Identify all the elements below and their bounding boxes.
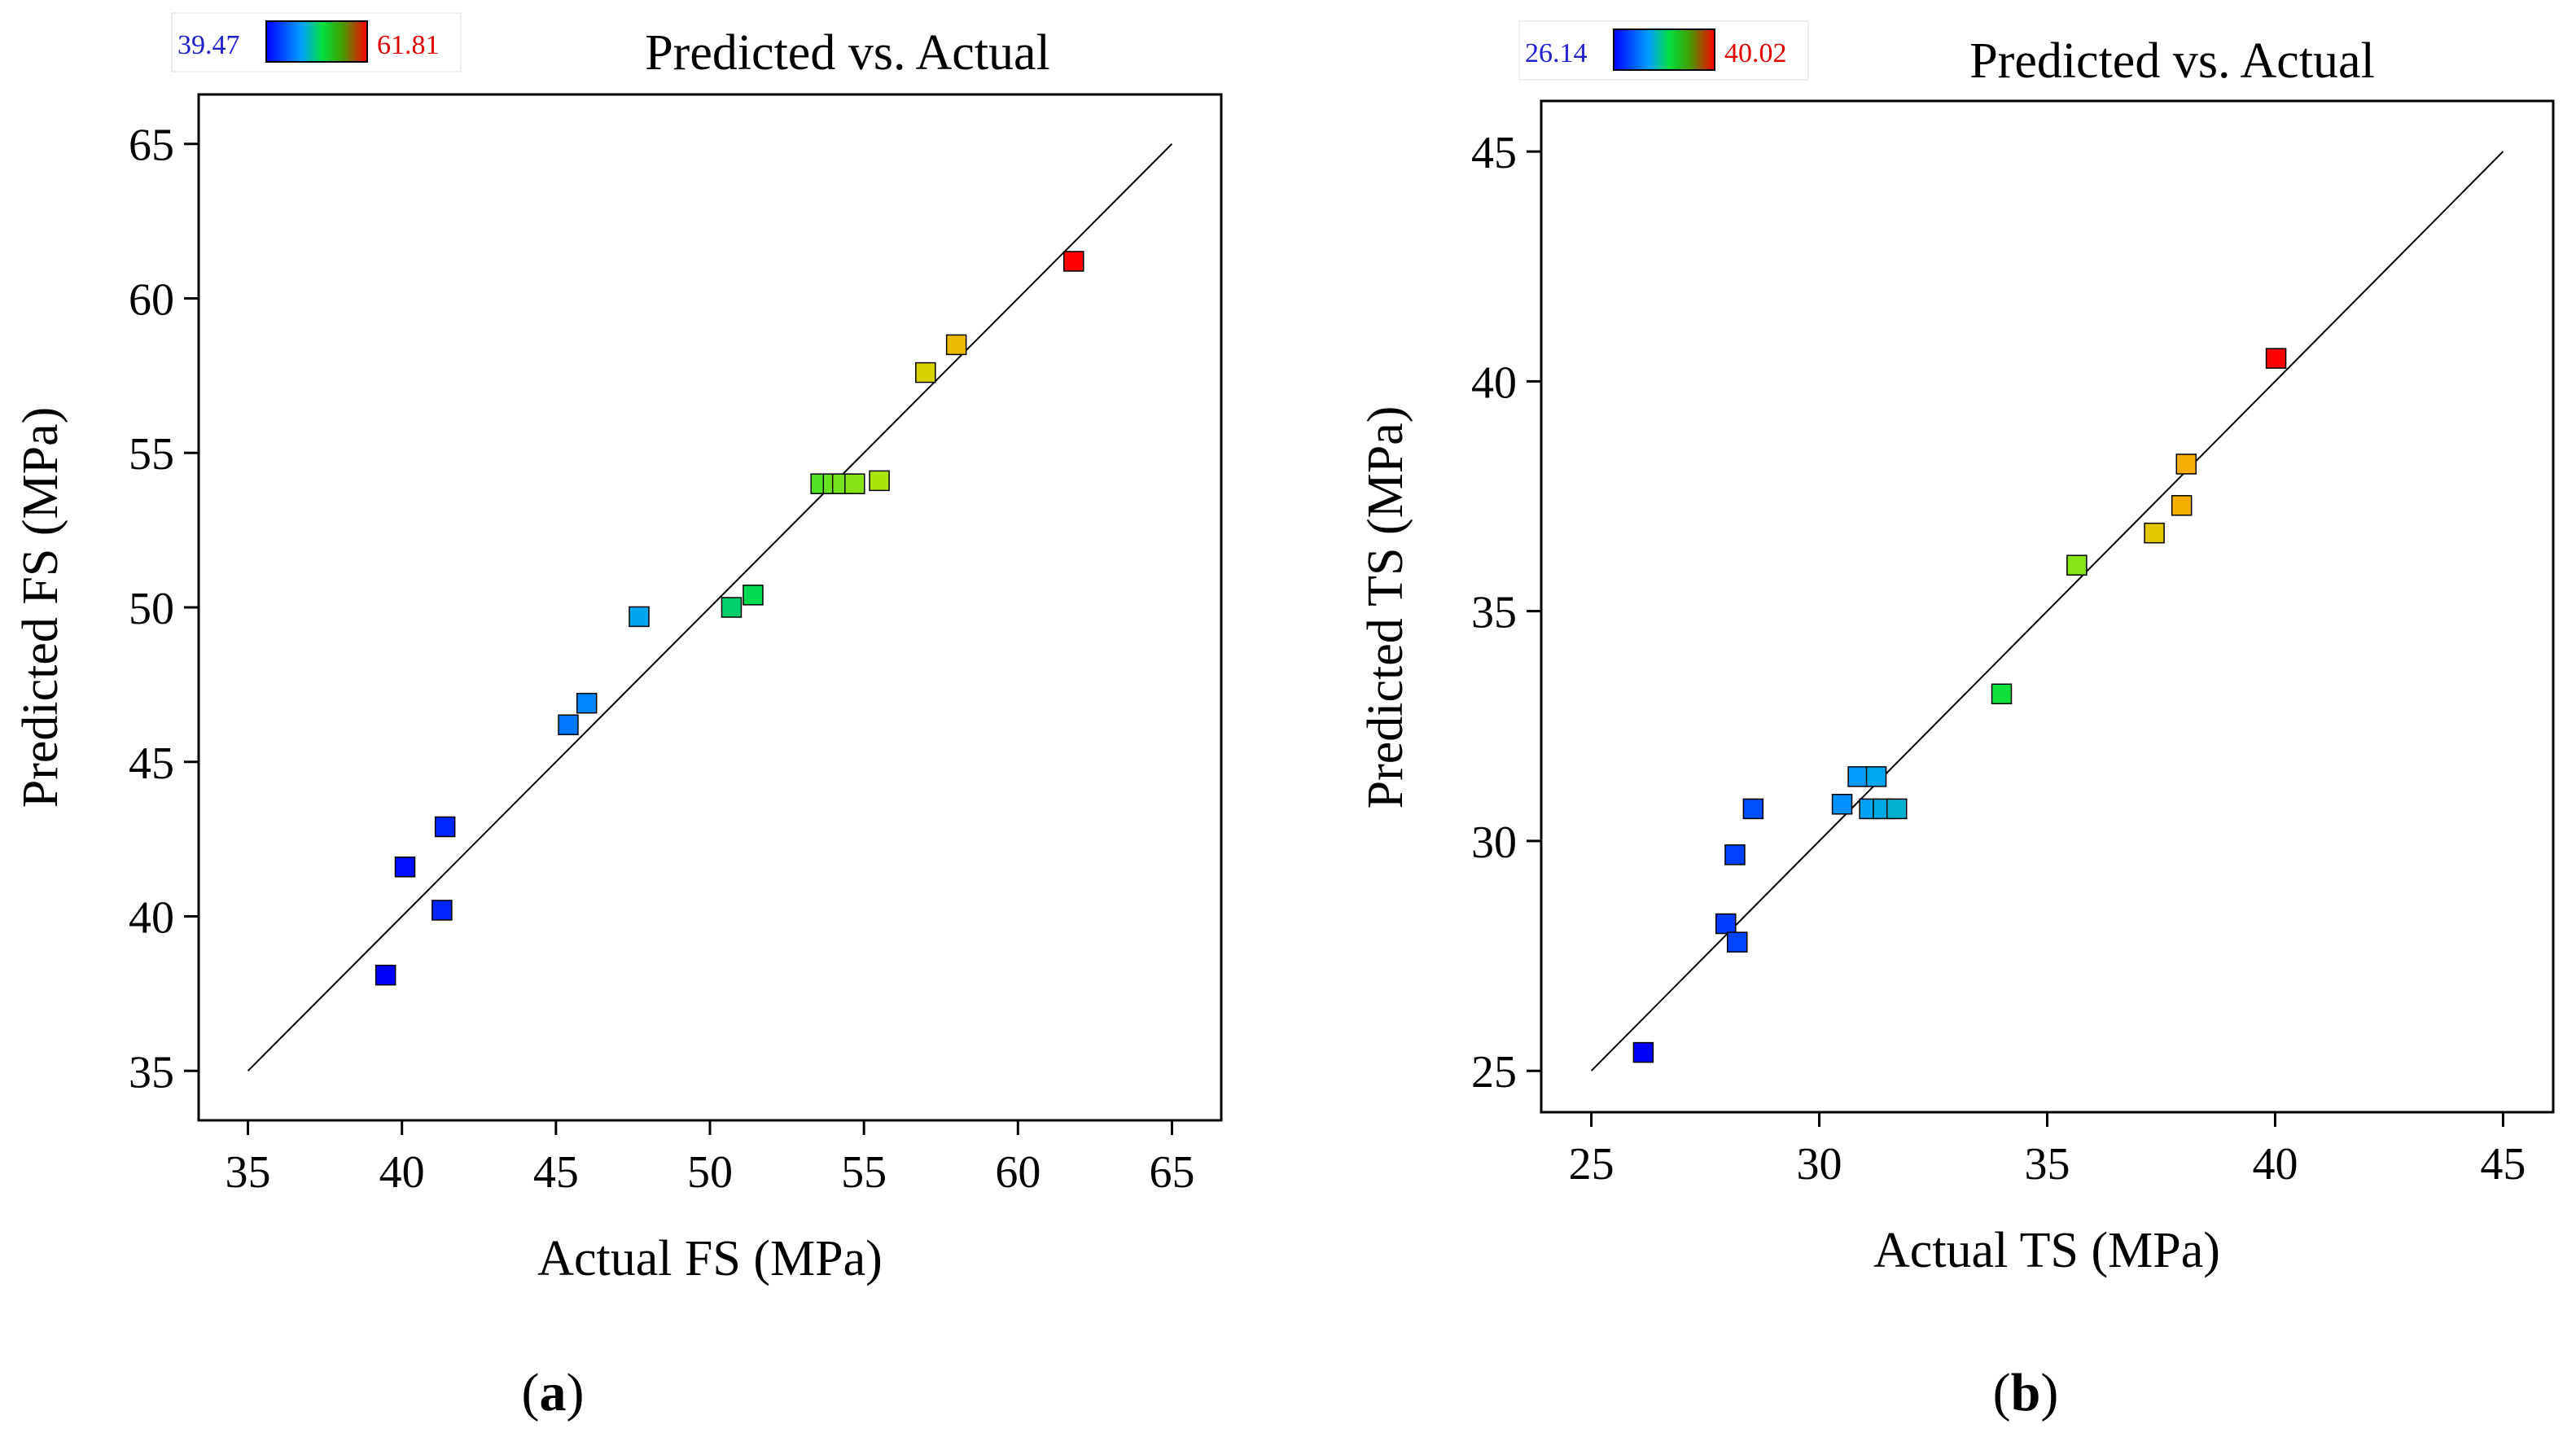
y-tick-label: 45: [1471, 128, 1517, 178]
data-point: [721, 597, 743, 618]
data-point: [1886, 798, 1908, 820]
y-tick-label: 25: [1471, 1047, 1517, 1098]
y-tick-label: 45: [129, 738, 174, 789]
x-tick-label: 35: [226, 1147, 271, 1198]
colorbar-min-label: 39.47: [177, 30, 240, 60]
data-points: [1632, 348, 2287, 1063]
y-tick-label: 35: [129, 1047, 174, 1098]
x-tick-label: 50: [687, 1147, 733, 1198]
x-tick-label: 25: [1569, 1139, 1614, 1190]
x-tick-label: 40: [379, 1147, 425, 1198]
data-point: [629, 606, 650, 628]
panel-label-b: (b): [1993, 1363, 2059, 1422]
y-axis-title: Predicted TS (MPa): [1358, 406, 1413, 809]
data-point: [2144, 522, 2165, 544]
data-point: [844, 473, 865, 494]
x-tick-label: 40: [2252, 1139, 2298, 1190]
data-point: [394, 857, 416, 878]
x-tick-labels: 25 30 35 40 45: [1569, 1139, 2526, 1190]
data-point: [1831, 794, 1853, 815]
data-point: [915, 362, 936, 383]
chart-fs-panel: 39.47 61.81 Predicted vs. Actual 35 40 45 5…: [13, 12, 1223, 1422]
x-tick-label: 30: [1797, 1139, 1842, 1190]
data-point: [2175, 454, 2197, 475]
colorbar-gradient: [265, 20, 368, 63]
data-point: [1715, 913, 1737, 935]
data-point: [2171, 495, 2193, 516]
y-tick-label: 40: [1471, 357, 1517, 408]
data-point: [375, 964, 396, 986]
colorbar-min-label: 26.14: [1525, 38, 1588, 68]
x-tick-label: 60: [995, 1147, 1040, 1198]
x-tick-label: 55: [841, 1147, 887, 1198]
y-tick-label: 55: [129, 429, 174, 480]
y-tick-label: 60: [129, 274, 174, 325]
data-points: [375, 251, 1084, 986]
data-point: [869, 470, 890, 492]
data-point: [432, 900, 453, 921]
y-tick-labels: 35 40 45 50 55 60 65: [129, 120, 174, 1098]
y-tick-label: 35: [1471, 588, 1517, 638]
y-tick-labels: 25 30 35 40 45: [1471, 128, 1517, 1098]
reference-line: [1590, 151, 2504, 1071]
plot-frame: [1540, 99, 2555, 1114]
y-axis-title: Predicted FS (MPa): [13, 407, 68, 808]
y-tick-label: 50: [129, 584, 174, 634]
data-point: [1847, 766, 1868, 787]
x-tick-labels: 35 40 45 50 55 60 65: [226, 1147, 1195, 1198]
data-point: [1742, 798, 1764, 820]
data-point: [576, 692, 598, 714]
x-tick-label: 45: [2480, 1139, 2526, 1190]
x-tick-label: 35: [2025, 1139, 2070, 1190]
data-point: [743, 585, 764, 606]
data-point: [1063, 251, 1084, 272]
y-tick-label: 40: [129, 893, 174, 944]
data-point: [434, 816, 456, 838]
y-tick-label: 30: [1471, 817, 1517, 868]
data-point: [1724, 844, 1746, 865]
tick-marks: [1527, 150, 2504, 1127]
colorbar-gradient: [1613, 28, 1715, 71]
x-tick-label: 45: [533, 1147, 579, 1198]
x-tick-label: 65: [1149, 1147, 1194, 1198]
data-point: [2265, 348, 2287, 369]
chart-ts-panel: 26.14 40.02 Predicted vs. Actual 25 30 35 4…: [1358, 20, 2555, 1422]
panel-label-a: (a): [522, 1363, 585, 1422]
data-point: [2066, 554, 2088, 576]
chart-title: Predicted vs. Actual: [1969, 33, 2375, 89]
x-axis-title: Actual FS (MPa): [537, 1231, 883, 1286]
data-point: [1865, 766, 1887, 787]
chart-title: Predicted vs. Actual: [645, 25, 1050, 81]
data-point: [1991, 683, 2013, 705]
data-point: [1632, 1041, 1654, 1063]
colorbar-max-label: 40.02: [1724, 38, 1787, 68]
tick-marks: [184, 142, 1173, 1135]
data-point: [945, 334, 967, 356]
reference-line: [247, 143, 1173, 1071]
data-point: [558, 714, 579, 735]
x-axis-title: Actual TS (MPa): [1873, 1223, 2220, 1278]
colorbar-max-label: 61.81: [377, 30, 440, 60]
y-tick-label: 65: [129, 120, 174, 171]
data-point: [1727, 931, 1748, 953]
